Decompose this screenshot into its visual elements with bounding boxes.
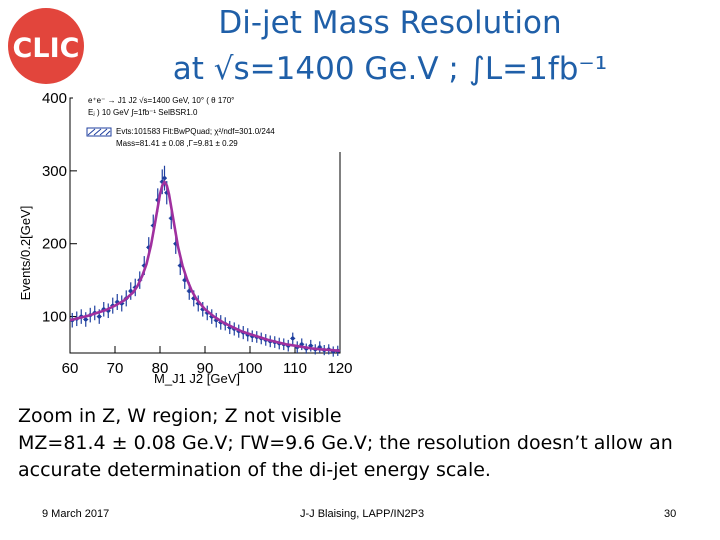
x-tick-label: 110 [283,360,307,377]
legend-swatch [86,127,112,137]
y-tick-label: 200 [42,236,67,253]
clic-logo: CLIC [8,8,84,84]
caption-line-3: accurate determination of the di-jet ene… [18,459,491,481]
x-tick-label: 80 [152,360,169,377]
x-tick-label: 70 [107,360,124,377]
y-tick-label: 100 [42,309,67,326]
y-tick-label: 300 [42,163,67,180]
logo-circle [8,8,84,84]
caption-line-1: Zoom in Z, W region; Z not visible [18,405,342,427]
x-tick-label: 90 [197,360,214,377]
data-point [83,317,88,322]
x-tick-label: 100 [237,360,262,377]
legend-line-4: Mass=81.41 ± 0.08 ,Γ=9.81 ± 0.29 [116,139,238,148]
legend-swatch-hatch [93,128,102,136]
y-tick-label: 400 [42,90,67,107]
data-point [308,343,313,348]
footer-author: J-J Blaising, LAPP/IN2P3 [300,508,425,520]
footer-page-number: 30 [664,508,677,520]
data-point [162,176,167,181]
legend-box: e⁺e⁻ → J1 J2 √s=1400 GeV, 10° ( θ 170° E… [73,94,349,152]
legend-swatch-hatch [87,128,96,136]
legend-line-2: Eⱼ ) 10 GeV ∫=1fb⁻¹ SelBSR1.0 [88,108,198,117]
x-tick-label: 120 [327,360,352,377]
caption-line-2: MZ=81.4 ± 0.08 Ge.V; ΓW=9.6 Ge.V; the re… [18,432,673,454]
y-axis-label: Events/0.2[GeV] [18,206,33,301]
legend-line-3: Evts:101583 Fit:BwPQuad; χ²/ndf=301.0/24… [116,127,275,136]
x-axis-label: M_J1 J2 [GeV] [154,371,240,386]
legend-swatch-hatch [105,130,111,136]
logo-text: CLIC [13,33,80,64]
legend-swatch-hatch [99,128,108,136]
mass-resolution-chart: 60 70 80 90 100 110 120 100 200 300 400 e⁺e⁻ → J1 … [18,90,353,386]
slide-title-line2: at √s=1400 Ge.V ; ∫L=1fb⁻¹ [172,51,608,87]
slide-title-line1: Di-jet Mass Resolution [218,5,562,41]
legend-background [73,94,349,152]
data-point [97,314,102,319]
footer-date: 9 March 2017 [42,508,110,520]
x-tick-label: 60 [62,360,79,377]
data-point [290,336,295,341]
fit-curve [69,180,341,353]
legend-line-1: e⁺e⁻ → J1 J2 √s=1400 GeV, 10° ( θ 170° [88,96,234,105]
data-point [299,342,304,347]
